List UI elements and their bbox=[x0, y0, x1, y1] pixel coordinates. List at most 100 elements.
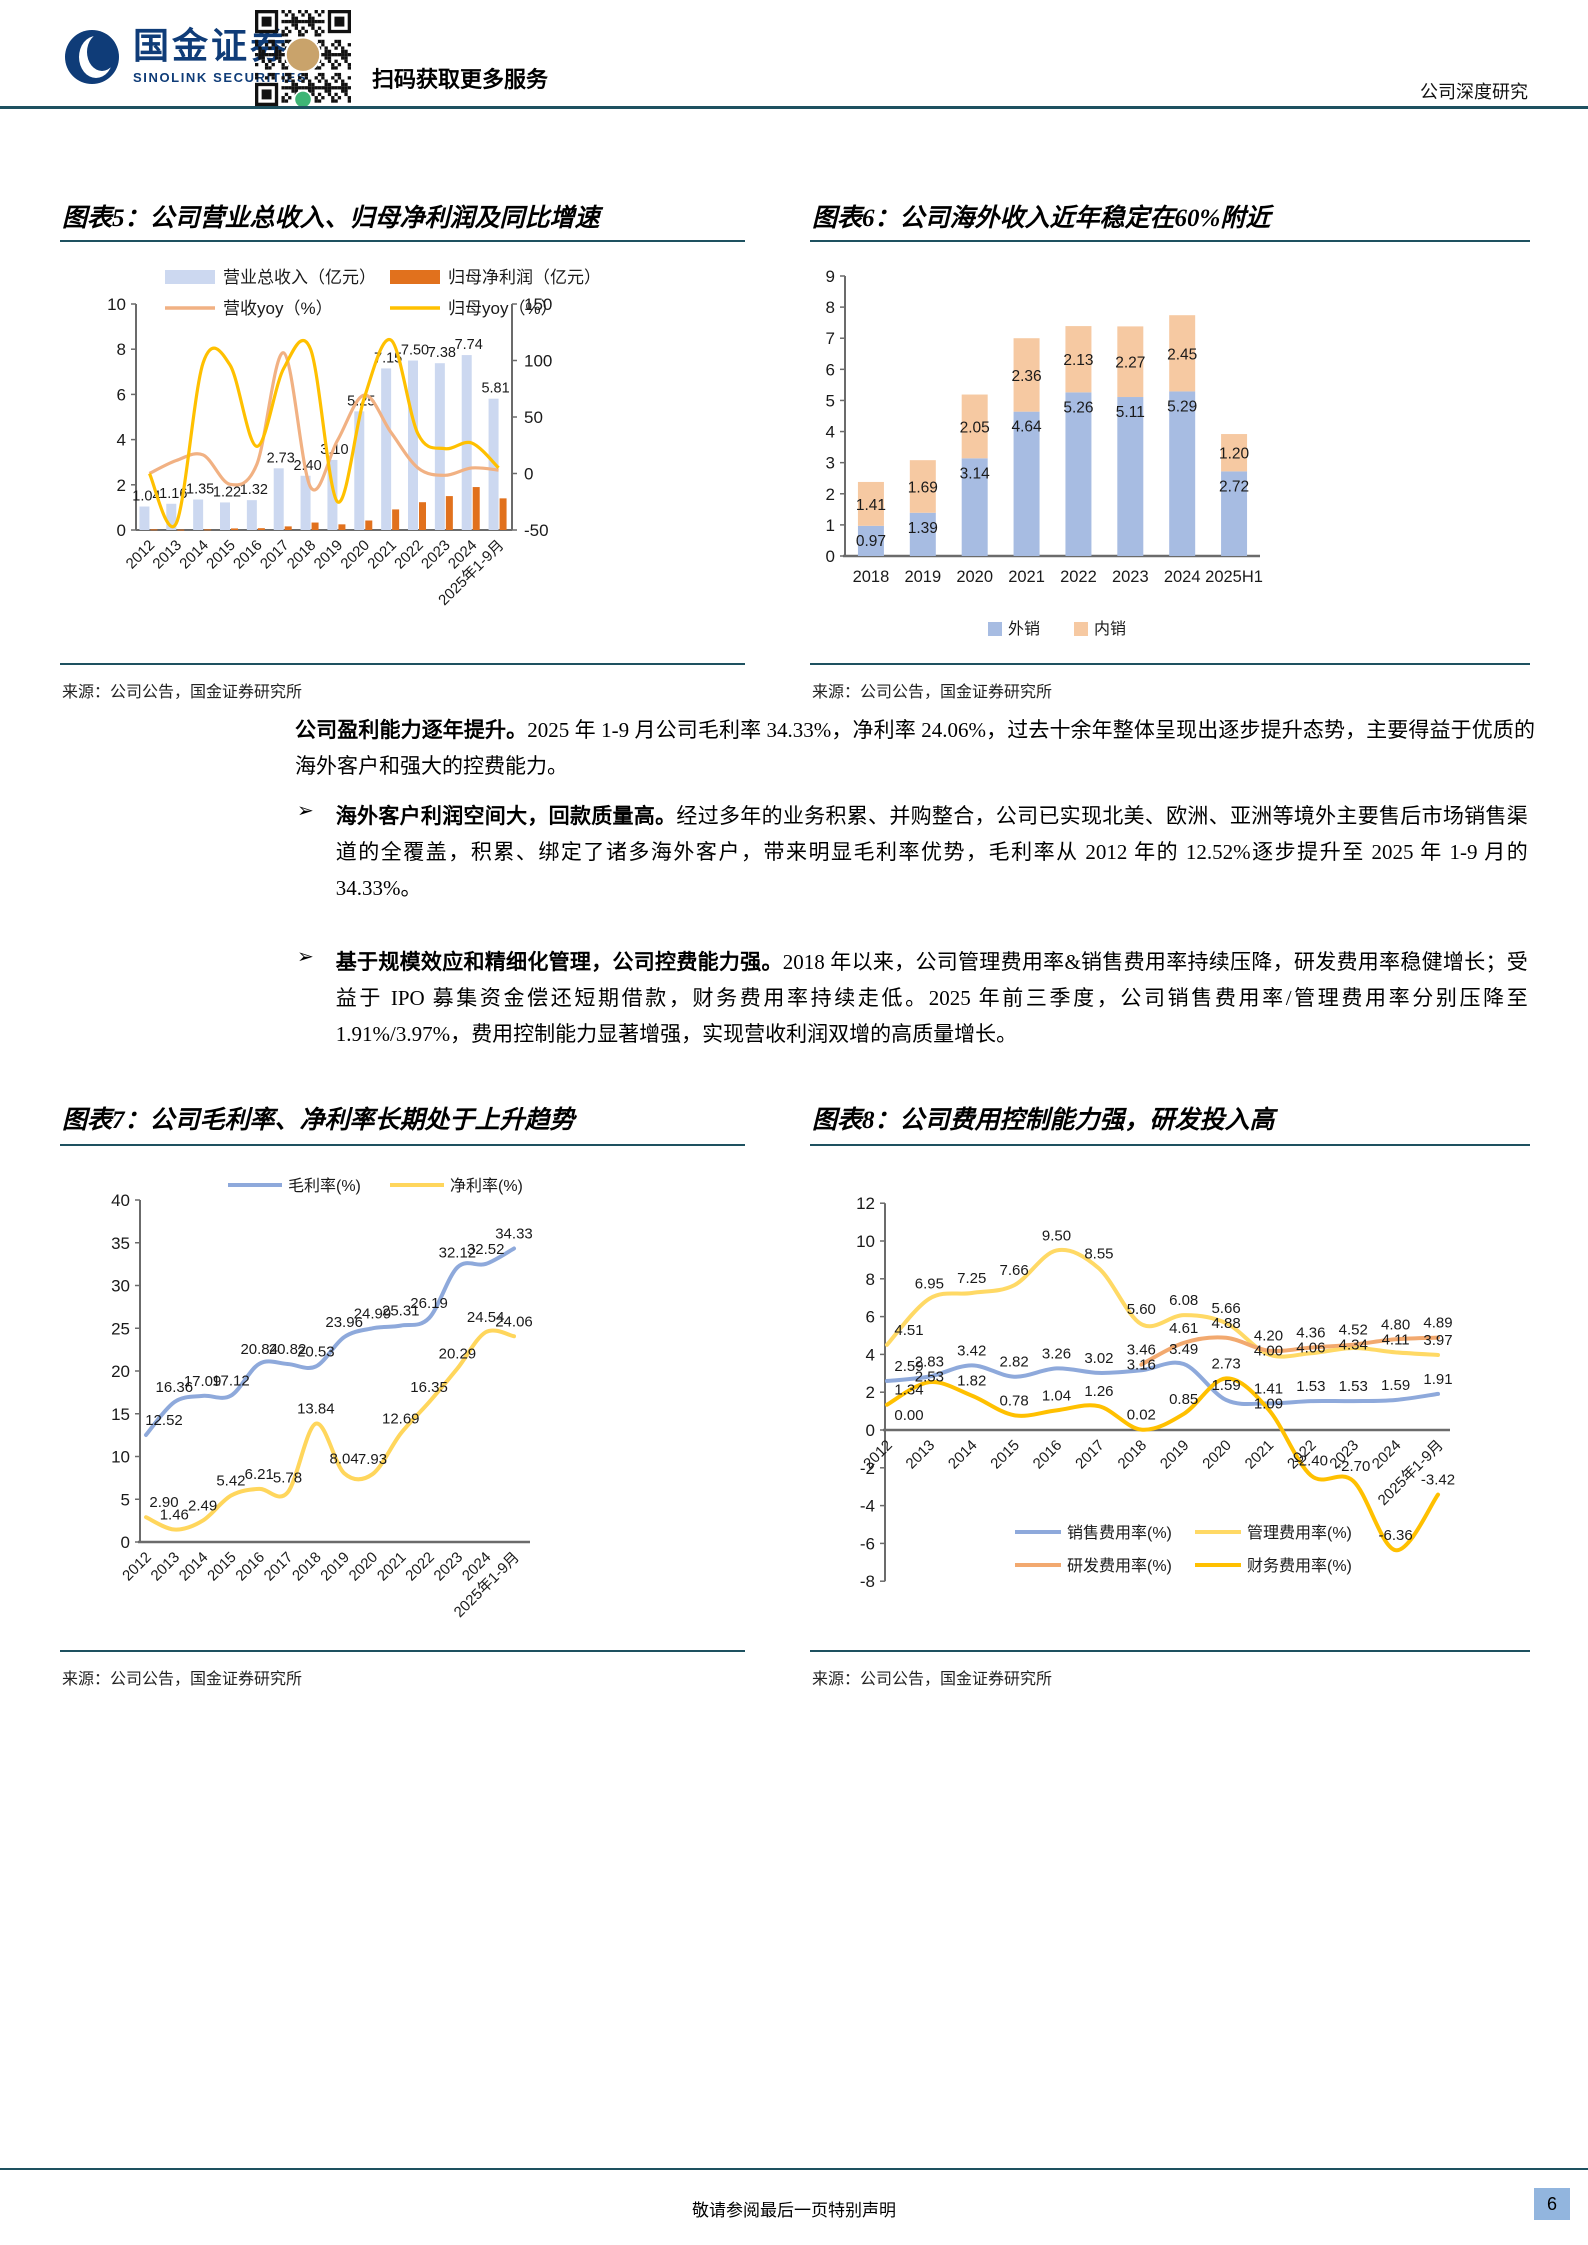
svg-text:2016: 2016 bbox=[232, 1549, 268, 1585]
svg-text:2.59: 2.59 bbox=[894, 1358, 923, 1375]
svg-text:1.41: 1.41 bbox=[1254, 1380, 1283, 1397]
svg-text:2015: 2015 bbox=[203, 537, 239, 573]
svg-text:4.61: 4.61 bbox=[1169, 1320, 1198, 1337]
figure7-title-rule bbox=[60, 1144, 745, 1146]
svg-text:32.12: 32.12 bbox=[439, 1244, 477, 1261]
header-rule bbox=[0, 106, 1588, 109]
brand-name-en: SINOLINK SECURITIES bbox=[133, 70, 308, 85]
svg-text:4.00: 4.00 bbox=[1254, 1343, 1283, 1360]
sinolink-logo-icon bbox=[65, 29, 119, 84]
svg-text:2019: 2019 bbox=[317, 1549, 353, 1585]
svg-text:2.83: 2.83 bbox=[915, 1354, 944, 1371]
svg-text:16.36: 16.36 bbox=[156, 1379, 194, 1396]
svg-text:2.36: 2.36 bbox=[1011, 368, 1041, 385]
svg-text:17.09: 17.09 bbox=[184, 1373, 222, 1390]
svg-text:4.51: 4.51 bbox=[894, 1322, 923, 1339]
svg-text:2014: 2014 bbox=[176, 537, 212, 573]
svg-text:5: 5 bbox=[826, 391, 835, 410]
svg-text:0.97: 0.97 bbox=[856, 533, 886, 550]
svg-text:40: 40 bbox=[111, 1191, 130, 1210]
svg-text:2020: 2020 bbox=[956, 568, 993, 586]
svg-text:23.96: 23.96 bbox=[325, 1314, 363, 1331]
figure7-bottom-rule bbox=[60, 1650, 745, 1652]
svg-text:2.82: 2.82 bbox=[1000, 1354, 1029, 1371]
bullet-rest: 经过多年的业务积累、并购整合，公司已实现北美、欧洲、亚洲等境外主要售后市场销售渠… bbox=[335, 804, 1528, 900]
svg-text:2022: 2022 bbox=[402, 1549, 438, 1585]
svg-text:3.02: 3.02 bbox=[1084, 1350, 1113, 1367]
svg-text:6: 6 bbox=[866, 1308, 875, 1327]
svg-text:9: 9 bbox=[826, 267, 835, 286]
svg-text:2017: 2017 bbox=[261, 1549, 297, 1585]
svg-text:0: 0 bbox=[121, 1533, 130, 1552]
svg-text:-2: -2 bbox=[860, 1459, 875, 1478]
svg-text:12: 12 bbox=[856, 1194, 875, 1213]
svg-text:2018: 2018 bbox=[289, 1549, 325, 1585]
svg-text:1.16: 1.16 bbox=[159, 486, 187, 502]
bullet-arrow-icon: ➢ bbox=[297, 800, 314, 822]
svg-text:25: 25 bbox=[111, 1319, 130, 1338]
svg-text:24.06: 24.06 bbox=[495, 1313, 533, 1330]
svg-text:5.11: 5.11 bbox=[1116, 404, 1145, 421]
svg-text:3.26: 3.26 bbox=[1042, 1345, 1071, 1362]
svg-text:0.78: 0.78 bbox=[1000, 1392, 1029, 1409]
svg-text:20.84: 20.84 bbox=[240, 1341, 278, 1358]
svg-text:35: 35 bbox=[111, 1234, 130, 1253]
svg-text:6.08: 6.08 bbox=[1169, 1292, 1198, 1309]
svg-text:16.35: 16.35 bbox=[410, 1379, 448, 1396]
svg-text:2020: 2020 bbox=[337, 537, 373, 573]
svg-text:1.32: 1.32 bbox=[240, 482, 268, 498]
svg-text:2: 2 bbox=[117, 476, 126, 495]
svg-text:4.36: 4.36 bbox=[1296, 1325, 1325, 1342]
svg-text:10: 10 bbox=[107, 295, 126, 314]
svg-text:7.25: 7.25 bbox=[957, 1270, 986, 1287]
svg-text:3.97: 3.97 bbox=[1423, 1332, 1452, 1349]
svg-text:2: 2 bbox=[826, 485, 835, 504]
bullet-rest: 2018 年以来，公司管理费用率&销售费用率持续压降，研发费用率稳健增长；受益于… bbox=[335, 950, 1528, 1046]
figure7-chart: 0 5 10 15 20 25 30 35 40 2012 2013 2014 2015 2016 2017… bbox=[60, 1150, 620, 1655]
svg-text:2022: 2022 bbox=[391, 537, 427, 573]
svg-text:财务费用率(%): 财务费用率(%) bbox=[1247, 1557, 1352, 1575]
figure6-source: 来源：公司公告，国金证券研究所 bbox=[812, 684, 1053, 701]
svg-text:3: 3 bbox=[826, 454, 835, 473]
svg-text:1.53: 1.53 bbox=[1339, 1378, 1368, 1395]
svg-text:4.80: 4.80 bbox=[1381, 1316, 1410, 1333]
svg-text:7.66: 7.66 bbox=[1000, 1262, 1029, 1279]
svg-text:2.40: 2.40 bbox=[293, 458, 321, 474]
svg-text:4.64: 4.64 bbox=[1011, 419, 1042, 436]
svg-text:1.35: 1.35 bbox=[186, 481, 214, 497]
figure8-chart: -8 -6 -4 -2 0 2 4 6 8 10 12 2012 2013 2014 2015 2016 201… bbox=[800, 1150, 1540, 1635]
svg-text:2017: 2017 bbox=[257, 537, 293, 573]
svg-text:32.52: 32.52 bbox=[467, 1241, 505, 1258]
svg-text:7.50: 7.50 bbox=[401, 343, 429, 359]
svg-text:2.49: 2.49 bbox=[188, 1498, 217, 1515]
svg-text:营业总收入（亿元）: 营业总收入（亿元） bbox=[223, 268, 376, 287]
svg-text:5.26: 5.26 bbox=[1063, 399, 1093, 416]
paragraph-lead: 公司盈利能力逐年提升。 bbox=[295, 718, 528, 742]
svg-text:7.74: 7.74 bbox=[455, 337, 483, 353]
svg-text:2014: 2014 bbox=[945, 1437, 981, 1473]
svg-text:2015: 2015 bbox=[204, 1549, 240, 1585]
svg-text:4: 4 bbox=[866, 1345, 875, 1364]
figure7-source: 来源：公司公告，国金证券研究所 bbox=[62, 1671, 303, 1688]
svg-text:4.52: 4.52 bbox=[1339, 1322, 1368, 1339]
svg-text:1.39: 1.39 bbox=[908, 520, 938, 537]
svg-text:1.34: 1.34 bbox=[894, 1382, 923, 1399]
svg-text:8.04: 8.04 bbox=[330, 1450, 359, 1467]
bullet-lead: 海外客户利润空间大，回款质量高。 bbox=[335, 804, 677, 828]
svg-text:2025H1: 2025H1 bbox=[1205, 568, 1263, 586]
svg-text:3.46: 3.46 bbox=[1127, 1342, 1156, 1359]
svg-text:5.66: 5.66 bbox=[1211, 1300, 1240, 1317]
qr-caption: 扫码获取更多服务 bbox=[372, 67, 549, 92]
svg-text:17.12: 17.12 bbox=[212, 1373, 250, 1390]
svg-text:2021: 2021 bbox=[364, 537, 400, 573]
svg-text:20.29: 20.29 bbox=[439, 1346, 477, 1363]
svg-text:25.31: 25.31 bbox=[382, 1303, 420, 1320]
svg-text:34.33: 34.33 bbox=[495, 1225, 533, 1242]
svg-text:2.73: 2.73 bbox=[1211, 1355, 1240, 1372]
svg-text:2.73: 2.73 bbox=[267, 450, 295, 466]
svg-text:2019: 2019 bbox=[1157, 1437, 1193, 1473]
svg-text:2012: 2012 bbox=[860, 1437, 896, 1473]
svg-text:8.55: 8.55 bbox=[1084, 1245, 1113, 1262]
figure8-title: 图表8：公司费用控制能力强，研发投入高 bbox=[812, 1107, 1275, 1134]
